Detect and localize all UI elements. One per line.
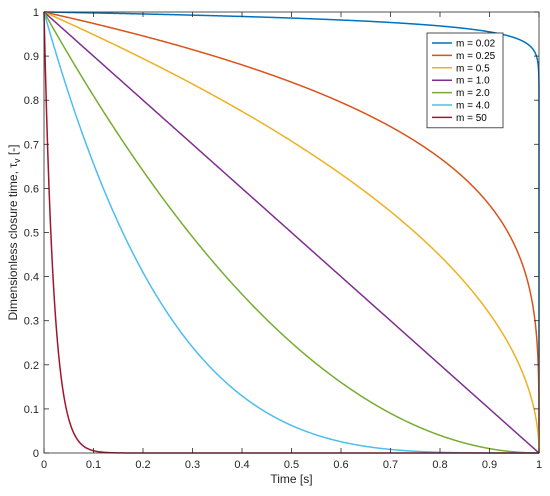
legend-label-0: m = 0.02 (456, 39, 496, 50)
y-tick-label: 1 (33, 7, 39, 19)
legend-label-1: m = 0.25 (456, 51, 496, 62)
legend-label-4: m = 2.0 (456, 88, 490, 99)
tick-marks: 0 0.1 0.2 0.3 0.4 0.5 0.6 0.7 0.8 0.9 1 0 0.1 0.2 0.3 0… (24, 7, 542, 471)
y-tick-label: 0.7 (24, 139, 39, 151)
y-axis-label-subscript: v (12, 158, 22, 163)
legend: m = 0.02m = 0.25m = 0.5 m = 1.0m = 2.0 m =… (426, 32, 504, 129)
x-tick-label: 0.3 (185, 459, 200, 471)
series-line-3 (43, 11, 540, 454)
y-tick-label: 0.6 (24, 183, 39, 195)
y-tick-label: 0.4 (24, 272, 39, 284)
legend-label-2: m = 0.5 (456, 63, 490, 74)
x-tick-label: 0.9 (482, 459, 497, 471)
x-tick-label: 0.6 (333, 459, 348, 471)
legend-label-6: m = 50 (456, 113, 487, 124)
x-tick-label: 0.5 (284, 459, 299, 471)
y-axis-label-unit: [-] (6, 145, 20, 159)
y-axis-label: Dimensionless closure time, τv [-] (6, 145, 22, 321)
x-tick-label: 0 (41, 459, 47, 471)
x-tick-label: 0.2 (135, 459, 150, 471)
y-tick-label: 0 (33, 448, 39, 460)
legend-label-3: m = 1.0 (456, 76, 490, 87)
x-tick-label: 0.4 (234, 459, 249, 471)
y-tick-label: 0.9 (24, 51, 39, 63)
series-line-2 (43, 11, 540, 453)
y-tick-label: 0.8 (24, 95, 39, 107)
y-tick-label: 0.1 (24, 404, 39, 416)
legend-label-5: m = 4.0 (456, 101, 490, 112)
y-tick-label: 0.3 (24, 316, 39, 328)
x-tick-label: 0.7 (383, 459, 398, 471)
x-axis-label: Time [s] (270, 472, 312, 486)
y-tick-label: 0.2 (24, 360, 39, 372)
series-line-1 (43, 11, 540, 453)
series-line-0 (43, 11, 540, 453)
y-tick-label: 0.5 (24, 228, 39, 240)
x-tick-label: 0.8 (432, 459, 447, 471)
x-tick-label: 0.1 (86, 459, 101, 471)
x-tick-label: 1 (536, 459, 542, 471)
y-axis-label-main: Dimensionless closure time, τ (6, 163, 20, 321)
